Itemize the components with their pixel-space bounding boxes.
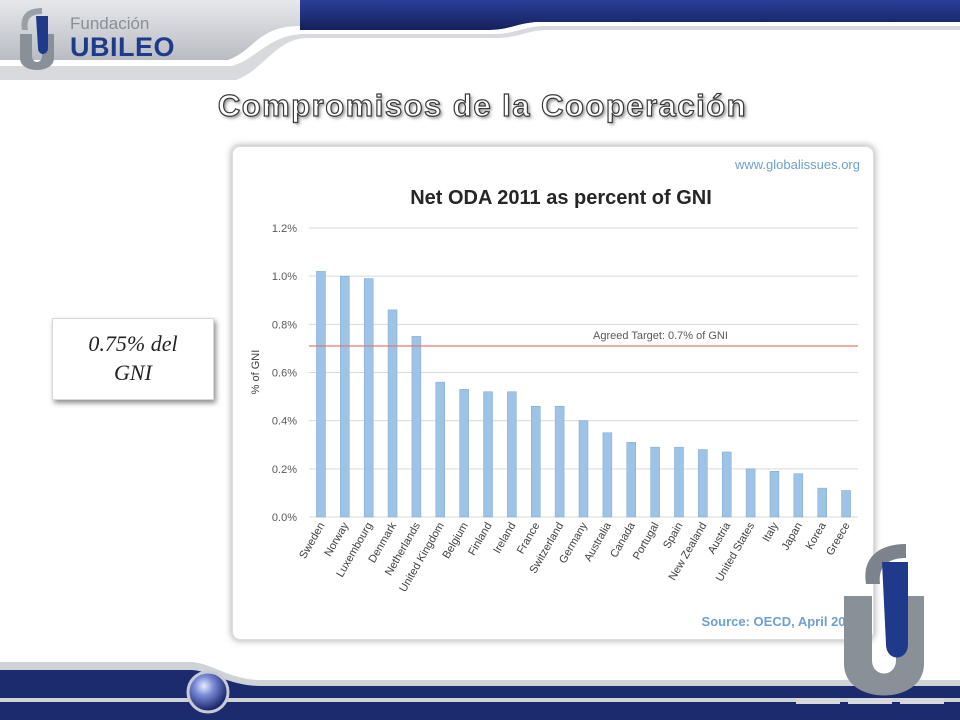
bar bbox=[769, 470, 780, 518]
chart-card: www.globalissues.org Net ODA 2011 as per… bbox=[232, 146, 874, 640]
bar bbox=[674, 446, 684, 518]
x-tick-labels: SwedenNorwayLuxembourgDenmarkNetherlands… bbox=[297, 520, 852, 595]
jubileo-watermark-icon bbox=[844, 544, 924, 696]
bar bbox=[650, 446, 660, 518]
x-tick-label: Korea bbox=[804, 520, 830, 552]
bar bbox=[316, 271, 326, 518]
callout-box: 0.75% del GNI bbox=[52, 318, 214, 400]
header-banner bbox=[0, 0, 960, 80]
y-tick-label: 0.0% bbox=[272, 512, 297, 524]
logo: Fundación UBILEO bbox=[14, 4, 176, 74]
logo-fundacion-text: Fundación bbox=[70, 14, 150, 33]
bar bbox=[363, 278, 374, 518]
orb-icon bbox=[186, 670, 230, 714]
logo-jubileo-text: UBILEO bbox=[70, 32, 176, 62]
bar bbox=[721, 451, 732, 518]
chart-source: Source: OECD, April 2012 bbox=[702, 614, 860, 629]
slide-title-text: Compromisos de la Cooperación bbox=[217, 87, 748, 123]
bar bbox=[817, 487, 827, 518]
x-tick-label: Italy bbox=[761, 520, 782, 544]
bar bbox=[841, 490, 851, 518]
callout-text: 0.75% del GNI bbox=[88, 331, 178, 385]
y-tick-label: 0.2% bbox=[272, 464, 297, 476]
x-tick-label: Japan bbox=[780, 521, 805, 553]
bar bbox=[435, 381, 446, 518]
x-tick-label: Finland bbox=[466, 521, 494, 558]
y-tick-label: 0.8% bbox=[272, 319, 297, 331]
y-tick-label: 1.0% bbox=[272, 271, 297, 283]
bar bbox=[554, 405, 565, 518]
bar bbox=[626, 442, 636, 518]
bar bbox=[387, 309, 398, 518]
footer-banner bbox=[0, 662, 960, 720]
bar bbox=[507, 391, 517, 518]
reference-line-group: Agreed Target: 0.7% of GNI bbox=[309, 330, 858, 347]
y-tick-label: 1.2% bbox=[272, 223, 297, 235]
bar bbox=[531, 405, 541, 518]
x-tick-label: Sweden bbox=[297, 521, 327, 561]
bars bbox=[316, 271, 851, 518]
bar bbox=[459, 389, 469, 518]
chart-watermark: www.globalissues.org bbox=[734, 157, 860, 172]
bar bbox=[793, 473, 804, 518]
bar bbox=[578, 420, 589, 518]
slide-title: Compromisos de la Cooperación bbox=[0, 87, 960, 124]
bar bbox=[698, 449, 708, 518]
bar bbox=[602, 432, 613, 518]
logo-mark-icon bbox=[20, 8, 54, 70]
bar bbox=[483, 391, 493, 518]
bar bbox=[340, 275, 350, 518]
chart-svg: www.globalissues.org Net ODA 2011 as per… bbox=[250, 157, 860, 629]
chart-title: Net ODA 2011 as percent of GNI bbox=[410, 187, 712, 209]
target-line-label: Agreed Target: 0.7% of GNI bbox=[593, 330, 728, 342]
bar bbox=[745, 468, 756, 518]
x-tick-label: Spain bbox=[661, 521, 685, 551]
y-tick-label: 0.4% bbox=[272, 416, 297, 428]
bar bbox=[411, 336, 422, 518]
y-axis-label: % of GNI bbox=[250, 350, 262, 395]
y-tick-label: 0.6% bbox=[272, 368, 297, 380]
